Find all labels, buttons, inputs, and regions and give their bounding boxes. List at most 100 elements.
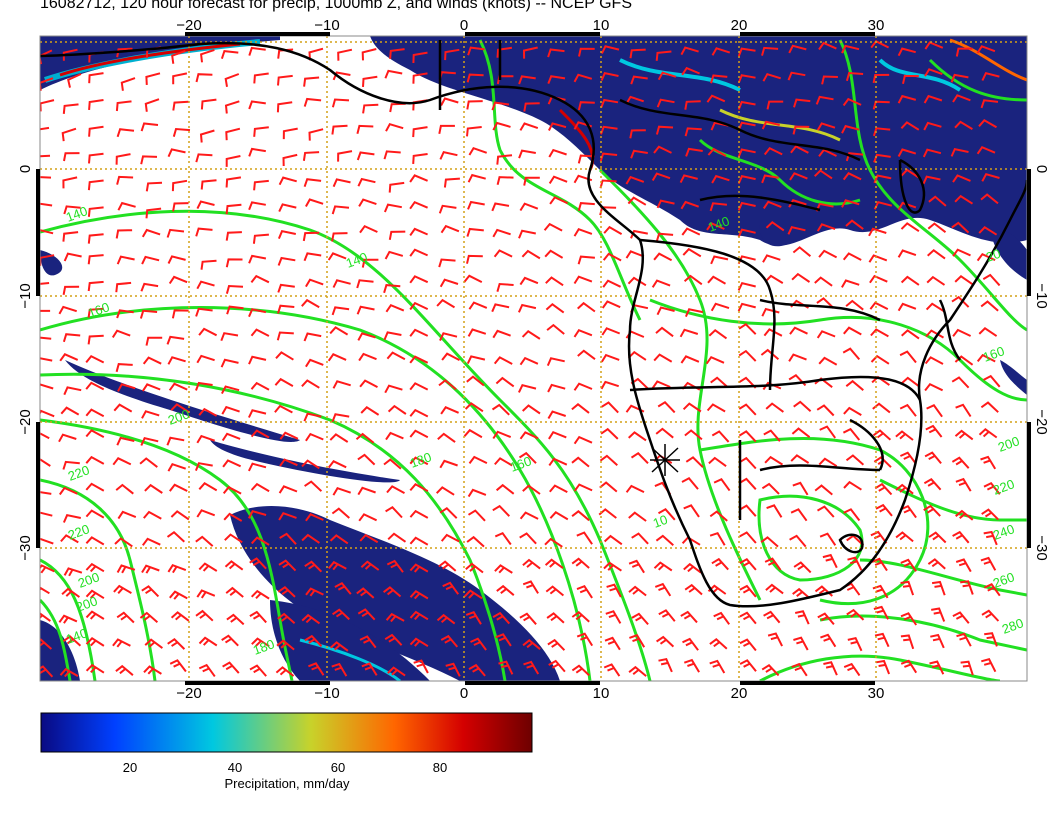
wind-barb [761, 120, 780, 130]
wind-barb [577, 154, 595, 164]
wind-barb [435, 486, 455, 496]
wind-barb [956, 632, 972, 647]
wind-barb [897, 201, 917, 211]
wind-barb [85, 536, 105, 546]
wind-barb [117, 383, 136, 392]
wind-barb [360, 406, 380, 416]
wind-barb [976, 353, 996, 363]
wind-barb [470, 637, 487, 651]
wind-barb [409, 563, 429, 573]
wind-barb [653, 353, 673, 363]
wind-barb [604, 636, 621, 651]
wind-barb [950, 147, 969, 157]
wind-barb [331, 306, 350, 316]
wind-barb [303, 76, 320, 87]
wind-barb [253, 72, 269, 84]
wind-barb [356, 279, 374, 289]
wind-barb [332, 178, 351, 188]
wind-barb [436, 298, 456, 309]
wind-barb [466, 227, 484, 237]
wind-barb [169, 590, 188, 600]
wind-barb [951, 456, 970, 469]
wind-barb [897, 249, 917, 258]
wind-barb [62, 333, 81, 343]
wind-barb [545, 303, 565, 314]
wind-barb [409, 483, 429, 492]
wind-barb [819, 532, 837, 546]
wind-barb [763, 429, 781, 442]
wind-barb [468, 663, 486, 677]
wind-barb [441, 352, 460, 361]
wind-barb [870, 328, 889, 338]
contour-label: 260 [991, 569, 1017, 591]
wind-barb [737, 201, 756, 211]
wind-barb [577, 255, 595, 265]
wind-barb [847, 636, 863, 652]
wind-barb [357, 453, 376, 466]
wind-barb [571, 611, 590, 623]
wind-barb [791, 272, 811, 283]
wind-barb [139, 611, 159, 623]
wind-barb [546, 357, 565, 367]
wind-barb [116, 436, 135, 446]
wind-barb [816, 223, 836, 232]
wind-barb [196, 280, 215, 290]
wind-barb [684, 308, 704, 318]
contour-label: 240 [991, 521, 1017, 543]
wind-barb [167, 148, 186, 158]
wind-barb [960, 660, 974, 676]
wind-barb [874, 632, 890, 648]
wind-barb [870, 354, 890, 365]
wind-barb [900, 121, 920, 131]
wind-barb [195, 73, 213, 83]
wind-barb [954, 275, 974, 286]
wind-barb [195, 609, 214, 622]
wind-barb [523, 176, 540, 186]
wind-barb [790, 508, 808, 522]
wind-barb [223, 512, 243, 522]
wind-barb [62, 514, 82, 523]
wind-barb [954, 120, 973, 130]
wind-barb [303, 178, 322, 188]
wind-barb [491, 202, 510, 212]
wind-barb [818, 41, 837, 51]
wind-barb [739, 584, 757, 598]
wind-barb [981, 508, 1000, 521]
wind-barb [329, 641, 349, 652]
wind-barb [225, 284, 244, 294]
wind-barb [739, 504, 757, 517]
wind-barb [198, 407, 218, 417]
wind-barb [573, 328, 593, 338]
wind-barb [409, 174, 428, 183]
wind-barb [923, 504, 941, 517]
wind-barb [952, 174, 971, 183]
wind-barb [248, 46, 266, 56]
wind-barb [305, 358, 324, 368]
wind-barb [706, 222, 725, 231]
wind-barb [737, 302, 756, 312]
wind-barb [706, 403, 726, 413]
wind-barb [680, 46, 699, 56]
wind-barb [925, 302, 945, 313]
wind-barb [980, 556, 997, 571]
wind-barb [463, 589, 483, 600]
contour-label: 180 [251, 636, 277, 658]
wind-barb [817, 612, 835, 626]
wind-barb [85, 354, 105, 364]
wind-barb [680, 200, 700, 210]
wind-barb [301, 298, 320, 309]
wind-barb [578, 47, 595, 57]
wind-barb [358, 352, 377, 362]
wind-barb [139, 309, 158, 319]
wind-barb [496, 584, 515, 596]
wind-barb [200, 48, 215, 63]
wind-barb [248, 147, 266, 157]
wind-barb [980, 300, 999, 312]
wind-barb [355, 432, 375, 444]
wind-barb [628, 511, 647, 522]
wind-barb [62, 48, 78, 61]
contour-label: 200 [76, 569, 102, 591]
wind-barb [792, 246, 812, 257]
colorbar-gradient [40, 712, 533, 753]
wind-barb [409, 536, 429, 546]
